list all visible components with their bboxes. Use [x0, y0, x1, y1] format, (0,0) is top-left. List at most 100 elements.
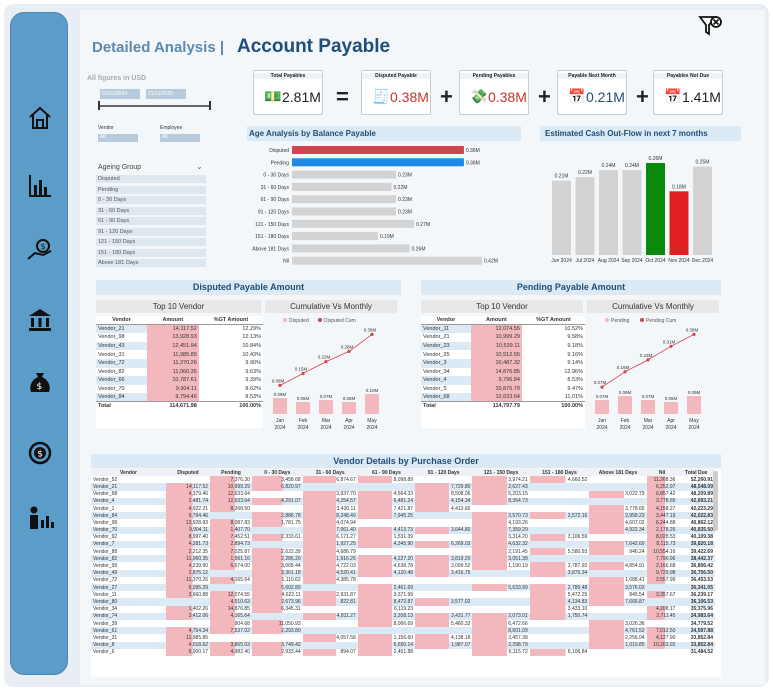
cumulative-point[interactable] — [646, 358, 650, 362]
ageing-item[interactable]: Disputed — [96, 175, 206, 183]
ageing-item[interactable]: Above 181 Days — [96, 259, 206, 267]
cumulative-point[interactable] — [370, 332, 374, 336]
table-row: Vendor_31 11,985.85 10.43% — [96, 350, 263, 359]
age-bar[interactable] — [292, 182, 392, 191]
cash-cycle-icon[interactable]: $ — [25, 438, 55, 468]
cash-bar[interactable] — [599, 170, 618, 255]
date-slider-start-handle[interactable] — [98, 101, 100, 110]
vendor-col-header[interactable]: 0 - 30 Days — [264, 469, 291, 476]
cash-bar[interactable] — [693, 166, 712, 255]
vendor-col-header[interactable]: 31 - 60 Days — [315, 469, 345, 476]
age-bar[interactable] — [292, 195, 397, 204]
cumulative-point[interactable] — [623, 370, 627, 374]
bank-icon[interactable] — [25, 305, 55, 335]
vendor-col-header[interactable]: Disputed — [177, 469, 199, 476]
vendor-col-header[interactable]: 121 - 150 Days — [483, 469, 519, 476]
payment-hand-icon[interactable]: $ — [25, 235, 55, 265]
clear-filter-icon[interactable] — [697, 13, 723, 39]
table-header[interactable]: Vendor — [421, 316, 471, 326]
vendor-cell: 7,025.87 — [210, 548, 252, 556]
vendor-cell: 1,407.70 — [210, 526, 252, 534]
vendor-col-header[interactable]: Nil — [658, 469, 666, 476]
cash-bar[interactable] — [622, 170, 642, 255]
date-to-input[interactable]: 21/12/2025 — [146, 89, 186, 99]
vendor-cell: Vendor_61 — [93, 627, 118, 634]
vendor-cell: 6,472.66 — [472, 619, 530, 628]
age-bar[interactable] — [292, 146, 464, 154]
date-from-input[interactable]: 01/01/2024 — [100, 89, 140, 99]
vendor-cell: 36,106.53 — [690, 598, 713, 605]
money-bag-icon[interactable]: $ — [25, 368, 55, 398]
table-header[interactable]: Vendor — [96, 316, 147, 326]
monthly-bar[interactable] — [365, 394, 379, 414]
age-bar[interactable] — [292, 170, 397, 179]
monthly-bar[interactable] — [273, 398, 287, 414]
cumulative-point[interactable] — [324, 360, 328, 364]
page-title-prefix: Detailed Analysis | — [92, 39, 225, 56]
vendor-col-header[interactable]: 151 - 180 Days — [542, 469, 577, 476]
age-bar-label: 0.38M — [466, 148, 480, 154]
ageing-item[interactable]: 121 - 150 Days — [96, 238, 206, 246]
monthly-bar[interactable] — [595, 400, 609, 414]
cumulative-point[interactable] — [278, 383, 282, 387]
cumulative-point[interactable] — [692, 332, 696, 336]
monthly-bar[interactable] — [342, 402, 356, 414]
date-slider-track[interactable] — [100, 105, 210, 107]
ageing-item[interactable]: 0 - 30 Days — [96, 196, 206, 204]
monthly-bar[interactable] — [687, 396, 701, 414]
age-bar[interactable] — [292, 256, 482, 265]
vendor-cell — [647, 584, 678, 591]
ageing-item[interactable]: 31 - 60 Days — [96, 206, 206, 215]
vendor-col-header[interactable]: 91 - 120 Days — [427, 469, 460, 476]
month-label: Mar — [322, 418, 331, 424]
cash-bar[interactable] — [669, 191, 689, 255]
vendor-col-header[interactable]: 61 - 90 Days — [371, 469, 401, 476]
bar-chart-icon[interactable] — [25, 171, 55, 201]
table-header[interactable]: %GT Amount — [198, 316, 263, 326]
ageing-item[interactable]: Pending — [96, 185, 206, 194]
home-icon[interactable] — [25, 103, 55, 133]
age-bar[interactable] — [292, 244, 410, 253]
age-bar[interactable] — [292, 158, 464, 167]
cumulative-point[interactable] — [347, 349, 351, 353]
age-bar[interactable] — [292, 232, 378, 241]
vendor-row: Vendor_21 14,117.52 10,999.29 6,820.97 7,729… — [91, 483, 715, 491]
monthly-bar[interactable] — [319, 400, 333, 414]
monthly-bar[interactable] — [618, 396, 632, 414]
chevron-down-icon[interactable]: ⌄ — [196, 162, 203, 171]
monthly-bar[interactable] — [296, 402, 310, 414]
table-header[interactable]: Amount — [470, 316, 522, 326]
vendor-cell: 6,119.23 — [357, 605, 416, 613]
vendor-col-header[interactable]: Total Due — [685, 469, 708, 476]
cash-bar[interactable] — [575, 177, 595, 255]
vendor-col-header[interactable]: Vendor — [120, 469, 137, 476]
table-header[interactable]: %GT Amount — [521, 316, 585, 326]
table-header[interactable]: Amount — [146, 316, 199, 326]
ageing-item[interactable]: 91 - 120 Days — [96, 227, 206, 236]
vendor-cell: 7,061.40 — [302, 526, 358, 534]
cumulative-point[interactable] — [600, 385, 604, 389]
kpi-operator: = — [336, 84, 349, 109]
vendor-col-header[interactable]: Above 181 Days — [598, 469, 638, 476]
cash-bar[interactable] — [646, 163, 665, 255]
main-panel: Detailed Analysis | Account Payable All … — [80, 10, 765, 685]
total-cell: Total — [98, 403, 111, 410]
vendor-table-scrollbar[interactable] — [713, 471, 718, 531]
vendor-filter-dropdown[interactable]: All — [98, 134, 138, 142]
employee-icon[interactable] — [25, 503, 55, 533]
age-bar[interactable] — [292, 207, 397, 216]
ageing-item[interactable]: 61 - 90 Days — [96, 217, 206, 225]
month-label: May — [367, 418, 377, 424]
vendor-cell: 3,068.44 — [251, 562, 303, 570]
cumulative-point[interactable] — [669, 344, 673, 348]
vendor-col-header[interactable]: Pending — [221, 469, 241, 476]
cash-bar[interactable] — [552, 180, 571, 255]
monthly-bar[interactable] — [664, 402, 678, 414]
monthly-bar[interactable] — [641, 400, 655, 414]
ageing-item[interactable]: 151 - 180 Days — [96, 248, 206, 257]
date-slider-end-handle[interactable] — [209, 101, 211, 110]
employee-filter-dropdown[interactable]: All — [160, 134, 200, 142]
age-bar[interactable] — [292, 219, 415, 228]
cumulative-label: 0.38M — [364, 327, 377, 332]
cumulative-point[interactable] — [301, 371, 305, 376]
